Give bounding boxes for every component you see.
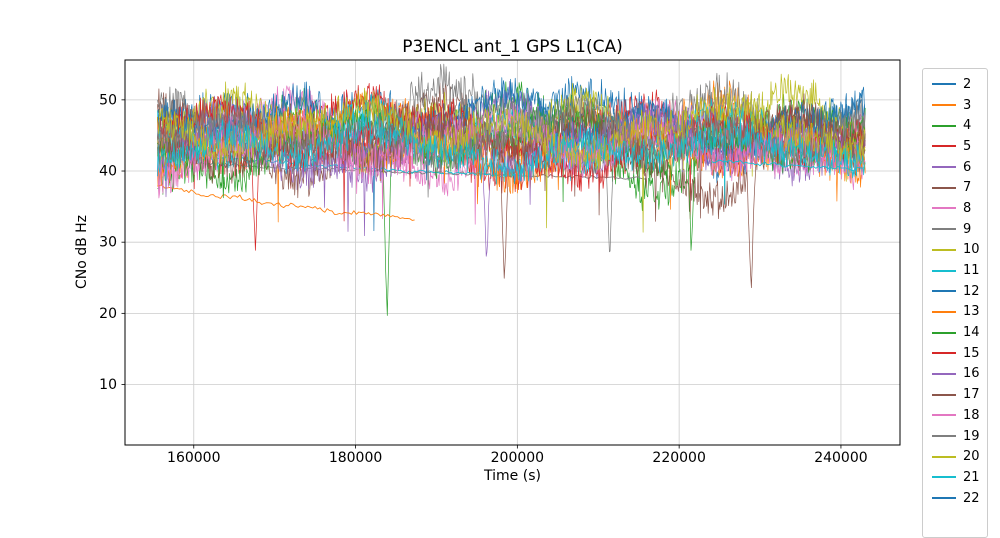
legend-line-sample	[932, 145, 956, 148]
y-tick-label: 50	[99, 92, 117, 108]
legend-line-sample	[932, 476, 956, 479]
legend-line-sample	[932, 290, 956, 293]
legend-line-sample	[932, 414, 956, 417]
legend-line-sample	[932, 124, 956, 127]
legend-line-sample	[932, 497, 956, 500]
legend-item: 19	[932, 426, 987, 447]
legend-line-sample	[932, 393, 956, 396]
legend-line-sample	[932, 435, 956, 438]
legend-line-sample	[932, 104, 956, 107]
legend-label: 15	[963, 345, 980, 361]
legend-label: 6	[963, 159, 972, 175]
x-axis-label: Time (s)	[484, 468, 541, 484]
legend-item: 15	[932, 343, 987, 364]
y-tick-label: 20	[99, 306, 117, 322]
legend-label: 17	[963, 387, 980, 403]
legend-label: 21	[963, 469, 980, 485]
legend-item: 22	[932, 488, 987, 509]
y-tick-label: 40	[99, 164, 117, 180]
legend-line-sample	[932, 166, 956, 169]
legend-item: 4	[932, 115, 987, 136]
legend-item: 17	[932, 384, 987, 405]
legend-item: 13	[932, 302, 987, 323]
legend-item: 14	[932, 322, 987, 343]
legend-label: 9	[963, 221, 972, 237]
legend-label: 19	[963, 428, 980, 444]
y-tick-label: 30	[99, 235, 117, 251]
legend-line-sample	[932, 310, 956, 313]
x-tick-label: 200000	[491, 450, 544, 466]
legend-item: 9	[932, 219, 987, 240]
legend-item: 21	[932, 467, 987, 488]
x-tick-label: 240000	[814, 450, 867, 466]
legend-label: 2	[963, 76, 972, 92]
legend-item: 16	[932, 364, 987, 385]
legend-line-sample	[932, 248, 956, 251]
legend-item: 6	[932, 157, 987, 178]
legend-item: 18	[932, 405, 987, 426]
legend-line-sample	[932, 331, 956, 334]
legend-line-sample	[932, 207, 956, 210]
legend-line-sample	[932, 455, 956, 458]
legend-label: 13	[963, 304, 980, 320]
legend-item: 2	[932, 74, 987, 95]
x-tick-label: 220000	[652, 450, 705, 466]
legend-item: 5	[932, 136, 987, 157]
cno-vs-time-chart: 160000 180000 200000 220000 240000 10 20 30 40 50	[99, 59, 901, 466]
legend-item: 7	[932, 177, 987, 198]
legend-label: 20	[963, 449, 980, 465]
legend-label: 10	[963, 242, 980, 258]
x-tick-label: 180000	[329, 450, 382, 466]
legend-label: 5	[963, 138, 972, 154]
legend-line-sample	[932, 228, 956, 231]
y-axis-label: CNo dB Hz	[74, 214, 90, 290]
x-tick-label: 160000	[167, 450, 220, 466]
chart-title: P3ENCL ant_1 GPS L1(CA)	[402, 37, 623, 57]
legend-item: 3	[932, 95, 987, 116]
legend-label: 12	[963, 283, 980, 299]
legend-label: 11	[963, 263, 980, 279]
legend-label: 8	[963, 200, 972, 216]
legend-line-sample	[932, 372, 956, 375]
legend-label: 7	[963, 180, 972, 196]
legend-label: 3	[963, 97, 972, 113]
y-tick-label: 10	[99, 377, 117, 393]
legend-line-sample	[932, 352, 956, 355]
legend-item: 8	[932, 198, 987, 219]
legend-line-sample	[932, 269, 956, 272]
legend-item: 11	[932, 260, 987, 281]
legend-line-sample	[932, 83, 956, 86]
legend-label: 16	[963, 366, 980, 382]
legend-label: 22	[963, 490, 980, 506]
legend: 2 3 4 5 6 7 8 9 10 11 12 13 14 15 16 17 18 19 20 21 22	[922, 68, 988, 538]
legend-item: 20	[932, 446, 987, 467]
legend-label: 18	[963, 407, 980, 423]
legend-item: 10	[932, 240, 987, 261]
legend-line-sample	[932, 186, 956, 189]
legend-label: 14	[963, 325, 980, 341]
legend-item: 12	[932, 281, 987, 302]
legend-label: 4	[963, 118, 972, 134]
